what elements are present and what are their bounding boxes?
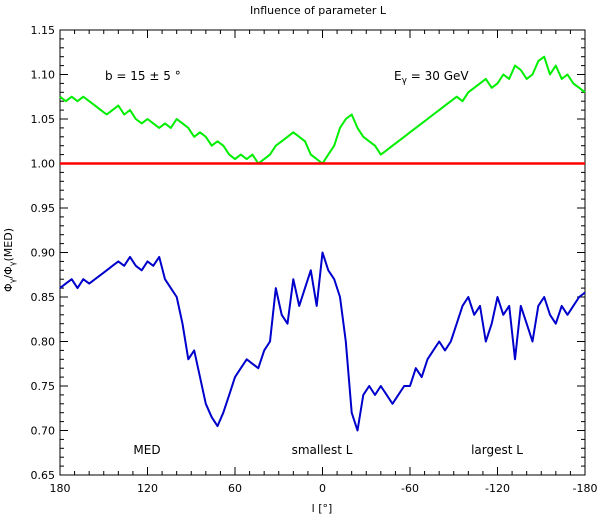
- y-tick-label: 1.15: [31, 24, 56, 37]
- y-axis-ticks: 0.65 0.70 0.75 0.80 0.85 0.90 0.95 1.00 1.05 1.10…: [31, 24, 585, 482]
- legend-entry-smallest-l: smallest L: [292, 443, 353, 457]
- legend-entry-med: MED: [133, 443, 160, 457]
- y-label-phi: Φ: [2, 283, 15, 292]
- x-axis-label: l [°]: [312, 502, 333, 515]
- x-tick-label: -60: [401, 482, 419, 495]
- y-label-phi2: Φ: [2, 266, 15, 275]
- y-label-slash: /: [2, 275, 15, 279]
- y-tick-label: 0.90: [31, 247, 56, 260]
- y-axis-label: Φγ/Φγ(MED): [2, 228, 17, 292]
- x-tick-label: 0: [319, 482, 326, 495]
- series-layer: [59, 55, 586, 432]
- annotation-b-range: b = 15 ± 5 °: [105, 69, 181, 83]
- y-tick-label: 0.85: [31, 291, 56, 304]
- annotation-energy-symbol: E: [394, 69, 402, 83]
- y-tick-label: 0.75: [31, 380, 56, 393]
- x-tick-label: 180: [50, 482, 71, 495]
- y-tick-label: 1.10: [31, 69, 56, 82]
- annotation-energy: Eγ = 30 GeV: [394, 69, 469, 86]
- x-tick-label: 120: [137, 482, 158, 495]
- y-tick-label: 0.95: [31, 202, 56, 215]
- chart-title: Influence of parameter L: [250, 4, 387, 17]
- y-tick-label: 0.80: [31, 336, 56, 349]
- y-label-tail: (MED): [2, 228, 15, 262]
- x-tick-label: -120: [485, 482, 510, 495]
- annotation-energy-subscript: γ: [402, 76, 408, 86]
- y-tick-label: 0.65: [31, 469, 56, 482]
- x-tick-label: 60: [228, 482, 242, 495]
- series-line-smallest-l: [59, 251, 586, 432]
- y-tick-label: 0.70: [31, 425, 56, 438]
- y-label-sub: γ: [8, 278, 17, 283]
- x-tick-label: -180: [573, 482, 598, 495]
- y-tick-label: 1.05: [31, 113, 56, 126]
- x-axis-ticks: 180 120 60 0 -60 -120 -180: [50, 30, 598, 495]
- y-label-sub2: γ: [8, 261, 17, 266]
- annotation-energy-value: = 30 GeV: [407, 69, 469, 83]
- y-tick-label: 1.00: [31, 158, 56, 171]
- plot-area: 0.65 0.70 0.75 0.80 0.85 0.90 0.95 1.00 1.05 1.10…: [31, 24, 598, 495]
- legend-entry-largest-l: largest L: [471, 443, 523, 457]
